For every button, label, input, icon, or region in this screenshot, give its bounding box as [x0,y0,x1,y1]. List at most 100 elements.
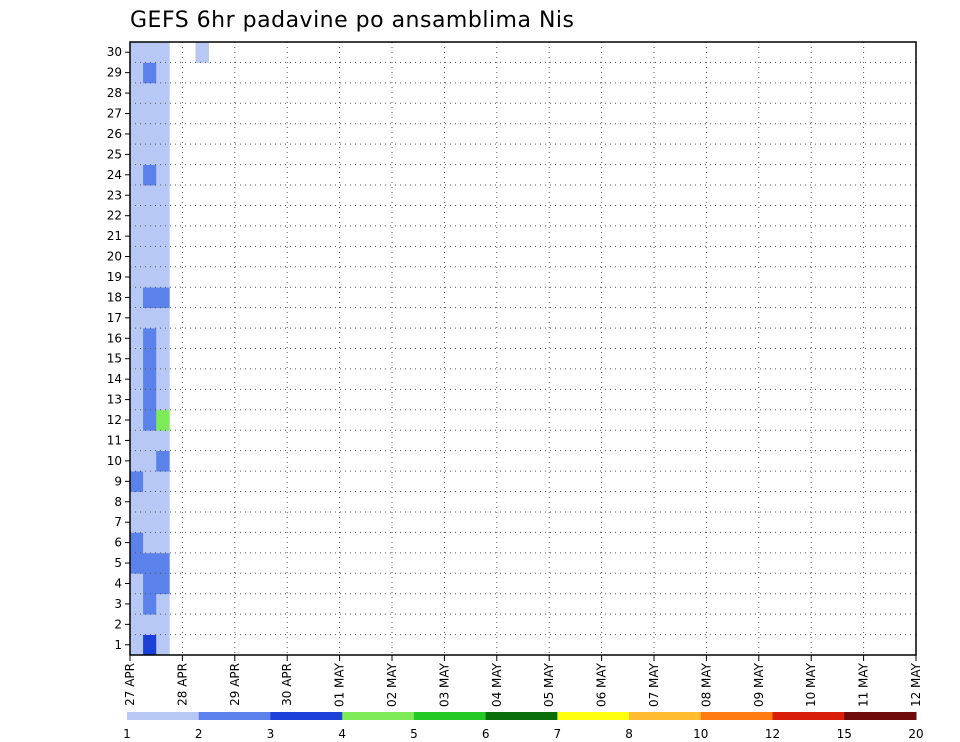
x-axis-date-labels: 27 APR 28 APR 29 APR 30 APR 01 MAY 02 MAY 03 M… [123,655,923,707]
precip-cell [130,307,144,329]
x-tick-label: 03 MAY [437,662,451,707]
colorbar-swatch [700,712,774,720]
colorbar-swatch [270,712,343,720]
colorbar-swatch [485,712,558,720]
y-tick-label: 13 [107,393,122,407]
precip-cell [130,287,144,309]
y-tick-label: 25 [107,147,122,161]
x-tick-label: 09 MAY [752,662,766,707]
precip-cell [130,62,144,84]
y-tick-label: 10 [107,454,122,468]
colorbar-tick-label: 1 [123,727,131,741]
colorbar-tick-label: 15 [837,727,852,741]
y-tick-label: 3 [114,597,122,611]
precip-cell [156,328,170,349]
precip-cell [130,328,144,349]
precip-cell [130,246,144,268]
precip-cell [143,82,157,104]
precip-cell [156,246,170,268]
precip-cell [143,225,157,247]
precip-cell [130,614,144,635]
precip-cell [130,368,144,390]
precip-cell [156,593,170,615]
precip-cell [143,491,157,513]
precip-cell [143,552,157,574]
y-tick-label: 20 [107,250,122,264]
colorbar-tick-label: 12 [765,727,780,741]
y-tick-label: 22 [107,209,122,223]
precip-cell [130,205,144,227]
precip-cell [143,62,157,84]
colorbar-tick-label: 3 [267,727,275,741]
precip-cell [143,164,157,186]
precip-cell [156,123,170,145]
x-tick-label: 04 MAY [490,662,504,707]
precip-cell [130,552,144,574]
colorbar-tick-label: 6 [482,727,490,741]
precip-cell [156,450,170,472]
precip-cell [130,42,144,63]
precip-cell [143,409,157,431]
precip-cell [143,185,157,206]
precip-cell [156,144,170,165]
colorbar-swatch [557,712,630,720]
precip-cell [130,573,144,595]
precip-cell [156,491,170,513]
x-tick-label: 08 MAY [699,662,713,707]
x-tick-label: 02 MAY [385,662,399,707]
y-tick-label: 7 [114,515,122,529]
precip-cell [130,164,144,186]
precip-cell [143,348,157,370]
plot-frame [129,41,917,656]
colorbar-swatch [772,712,845,720]
x-tick-label: 29 APR [228,663,242,706]
colorbar-swatch [413,712,487,720]
y-tick-label: 2 [114,617,122,631]
x-tick-label: 06 MAY [595,662,609,707]
precip-cell [130,123,144,145]
y-tick-label: 8 [114,495,122,509]
y-tick-label: 21 [107,229,122,243]
y-tick-label: 6 [114,536,122,550]
precip-cell [195,42,209,63]
precip-cell [130,185,144,206]
precip-cell [130,532,144,554]
y-tick-label: 27 [107,107,122,121]
colorbar-tick-label: 20 [908,727,923,741]
precip-cell [130,409,144,431]
y-tick-label: 28 [107,86,122,100]
y-axis-member-labels: 1234567891011121314151617181920212223242… [107,45,130,652]
precip-cell [143,511,157,533]
colorbar-legend: 1 2 3 4 5 6 7 8 10 12 15 20 [123,712,924,741]
y-tick-label: 16 [107,331,122,345]
precip-cell [143,593,157,615]
precip-cell [143,614,157,635]
precip-cell [143,573,157,595]
y-tick-label: 19 [107,270,122,284]
y-tick-label: 26 [107,127,122,141]
y-tick-label: 1 [114,638,122,652]
precip-cell [156,62,170,84]
y-tick-label: 9 [114,474,122,488]
precip-cell [156,409,170,431]
precip-cell [130,511,144,533]
precip-cell [130,225,144,247]
precip-cell [143,368,157,390]
precip-cell [156,348,170,370]
precip-cell [143,328,157,349]
colorbar-swatch [198,712,271,720]
colorbar-swatch [342,712,415,720]
colorbar-swatch [127,712,200,720]
colorbar-tick-label: 4 [338,727,346,741]
precip-cell [156,430,170,452]
precip-cell [156,185,170,206]
precip-cell [156,368,170,390]
precip-cell [156,287,170,309]
precip-cell [156,511,170,533]
precip-cell [143,144,157,165]
y-tick-label: 30 [107,45,122,59]
precip-cell [156,471,170,492]
precip-cell [143,42,157,63]
precip-cell [130,389,144,411]
x-tick-label: 01 MAY [333,662,347,707]
